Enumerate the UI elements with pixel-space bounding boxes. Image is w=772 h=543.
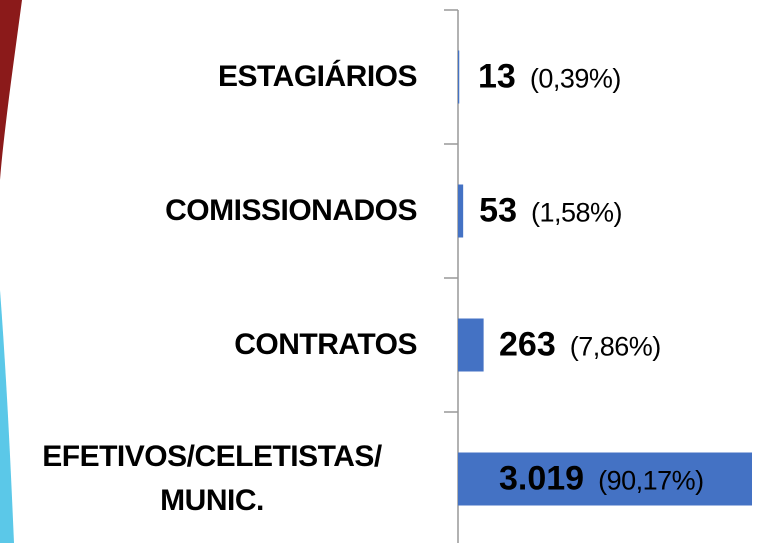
value-label-group: 13 (0,39%) bbox=[478, 58, 621, 97]
share-label: (7,86%) bbox=[569, 331, 662, 362]
bar bbox=[458, 318, 484, 372]
category-label: COMISSIONADOS bbox=[165, 194, 417, 227]
value-label: 53 bbox=[479, 191, 517, 230]
value-label-group: 3.019 (90,17%) bbox=[499, 460, 704, 499]
category-label: ESTAGIÁRIOS bbox=[218, 60, 417, 93]
share-label: (90,17%) bbox=[598, 465, 704, 496]
bar bbox=[458, 50, 460, 104]
category-label: EFETIVOS/CELETISTAS/ MUNIC. bbox=[42, 440, 382, 517]
value-label: 3.019 bbox=[499, 459, 585, 498]
value-label: 263 bbox=[499, 325, 556, 364]
decoration bbox=[0, 0, 22, 180]
value-label-group: 263 (7,86%) bbox=[499, 326, 661, 365]
decoration bbox=[0, 290, 14, 543]
bar bbox=[458, 452, 752, 506]
share-label: (1,58%) bbox=[530, 197, 623, 228]
bar bbox=[458, 184, 464, 238]
share-label: (0,39%) bbox=[529, 63, 622, 94]
value-label-group: 53 (1,58%) bbox=[479, 192, 622, 231]
value-label: 13 bbox=[478, 57, 516, 96]
category-label: CONTRATOS bbox=[234, 328, 417, 361]
